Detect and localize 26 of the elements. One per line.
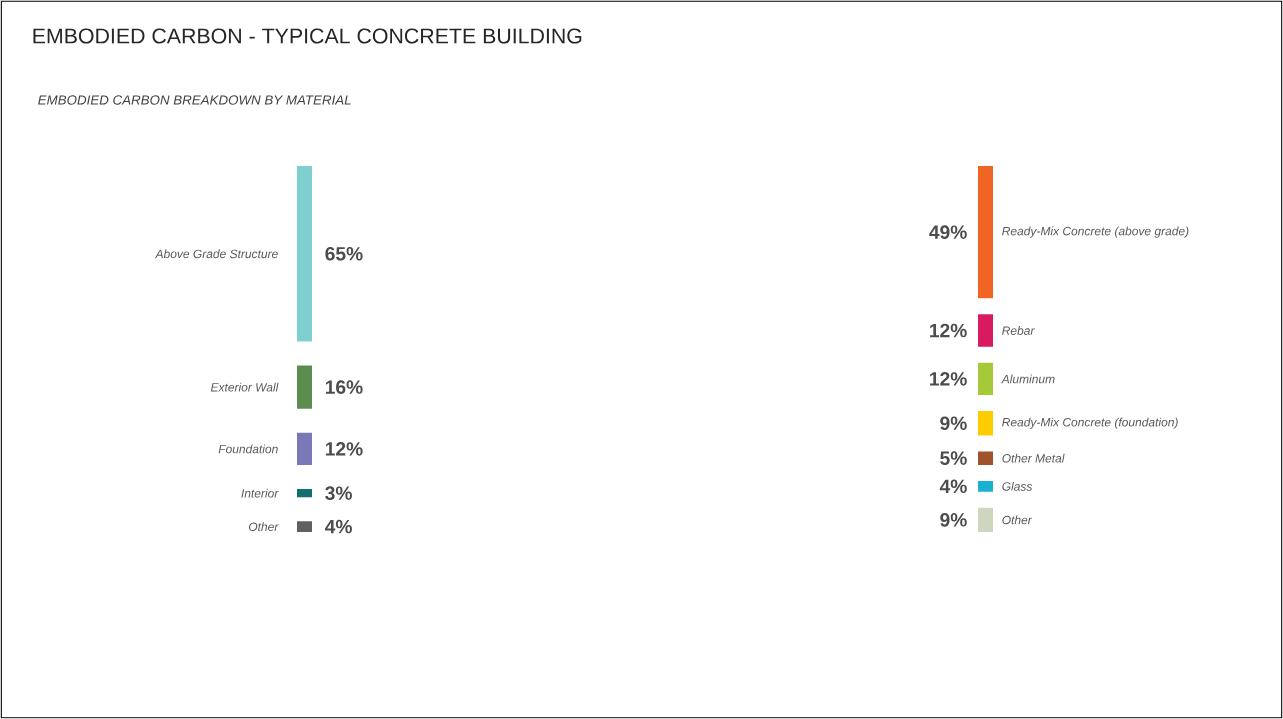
text: EMBODIED CARBON - TYPICAL CONCRETE BUILDING bbox=[33, 28, 582, 44]
category-label: Other bbox=[1002, 515, 1033, 525]
category-label: Other bbox=[248, 522, 279, 532]
category-label: Glass bbox=[1002, 481, 1033, 491]
data-label: 3% bbox=[325, 486, 352, 500]
data-label: 12% bbox=[325, 442, 363, 456]
text: EMBODIED CARBON BREAKDOWN BY MATERIAL bbox=[38, 95, 351, 105]
data-label: 65% bbox=[325, 246, 363, 261]
category-label: Rebar bbox=[1002, 326, 1035, 335]
category-label: Other Metal bbox=[1002, 453, 1065, 463]
category-label: Above Grade Structure bbox=[154, 249, 278, 259]
data-label: 12% bbox=[930, 323, 967, 338]
data-label: 49% bbox=[929, 225, 967, 239]
data-label: 9% bbox=[940, 416, 967, 431]
data-label: 12% bbox=[930, 372, 967, 386]
category-label: Ready-Mix Concrete (foundation) bbox=[1002, 417, 1178, 429]
data-label: 4% bbox=[939, 479, 967, 494]
data-label: 9% bbox=[940, 513, 967, 527]
data-label: 4% bbox=[325, 519, 352, 534]
data-label: 16% bbox=[325, 380, 363, 394]
category-label: Ready-Mix Concrete (above grade) bbox=[1002, 226, 1189, 238]
category-label: Exterior Wall bbox=[210, 382, 279, 392]
category-label: Aluminum bbox=[1001, 374, 1055, 384]
category-label: Foundation bbox=[218, 444, 278, 454]
data-label: 5% bbox=[940, 451, 967, 465]
category-label: Interior bbox=[241, 488, 279, 498]
